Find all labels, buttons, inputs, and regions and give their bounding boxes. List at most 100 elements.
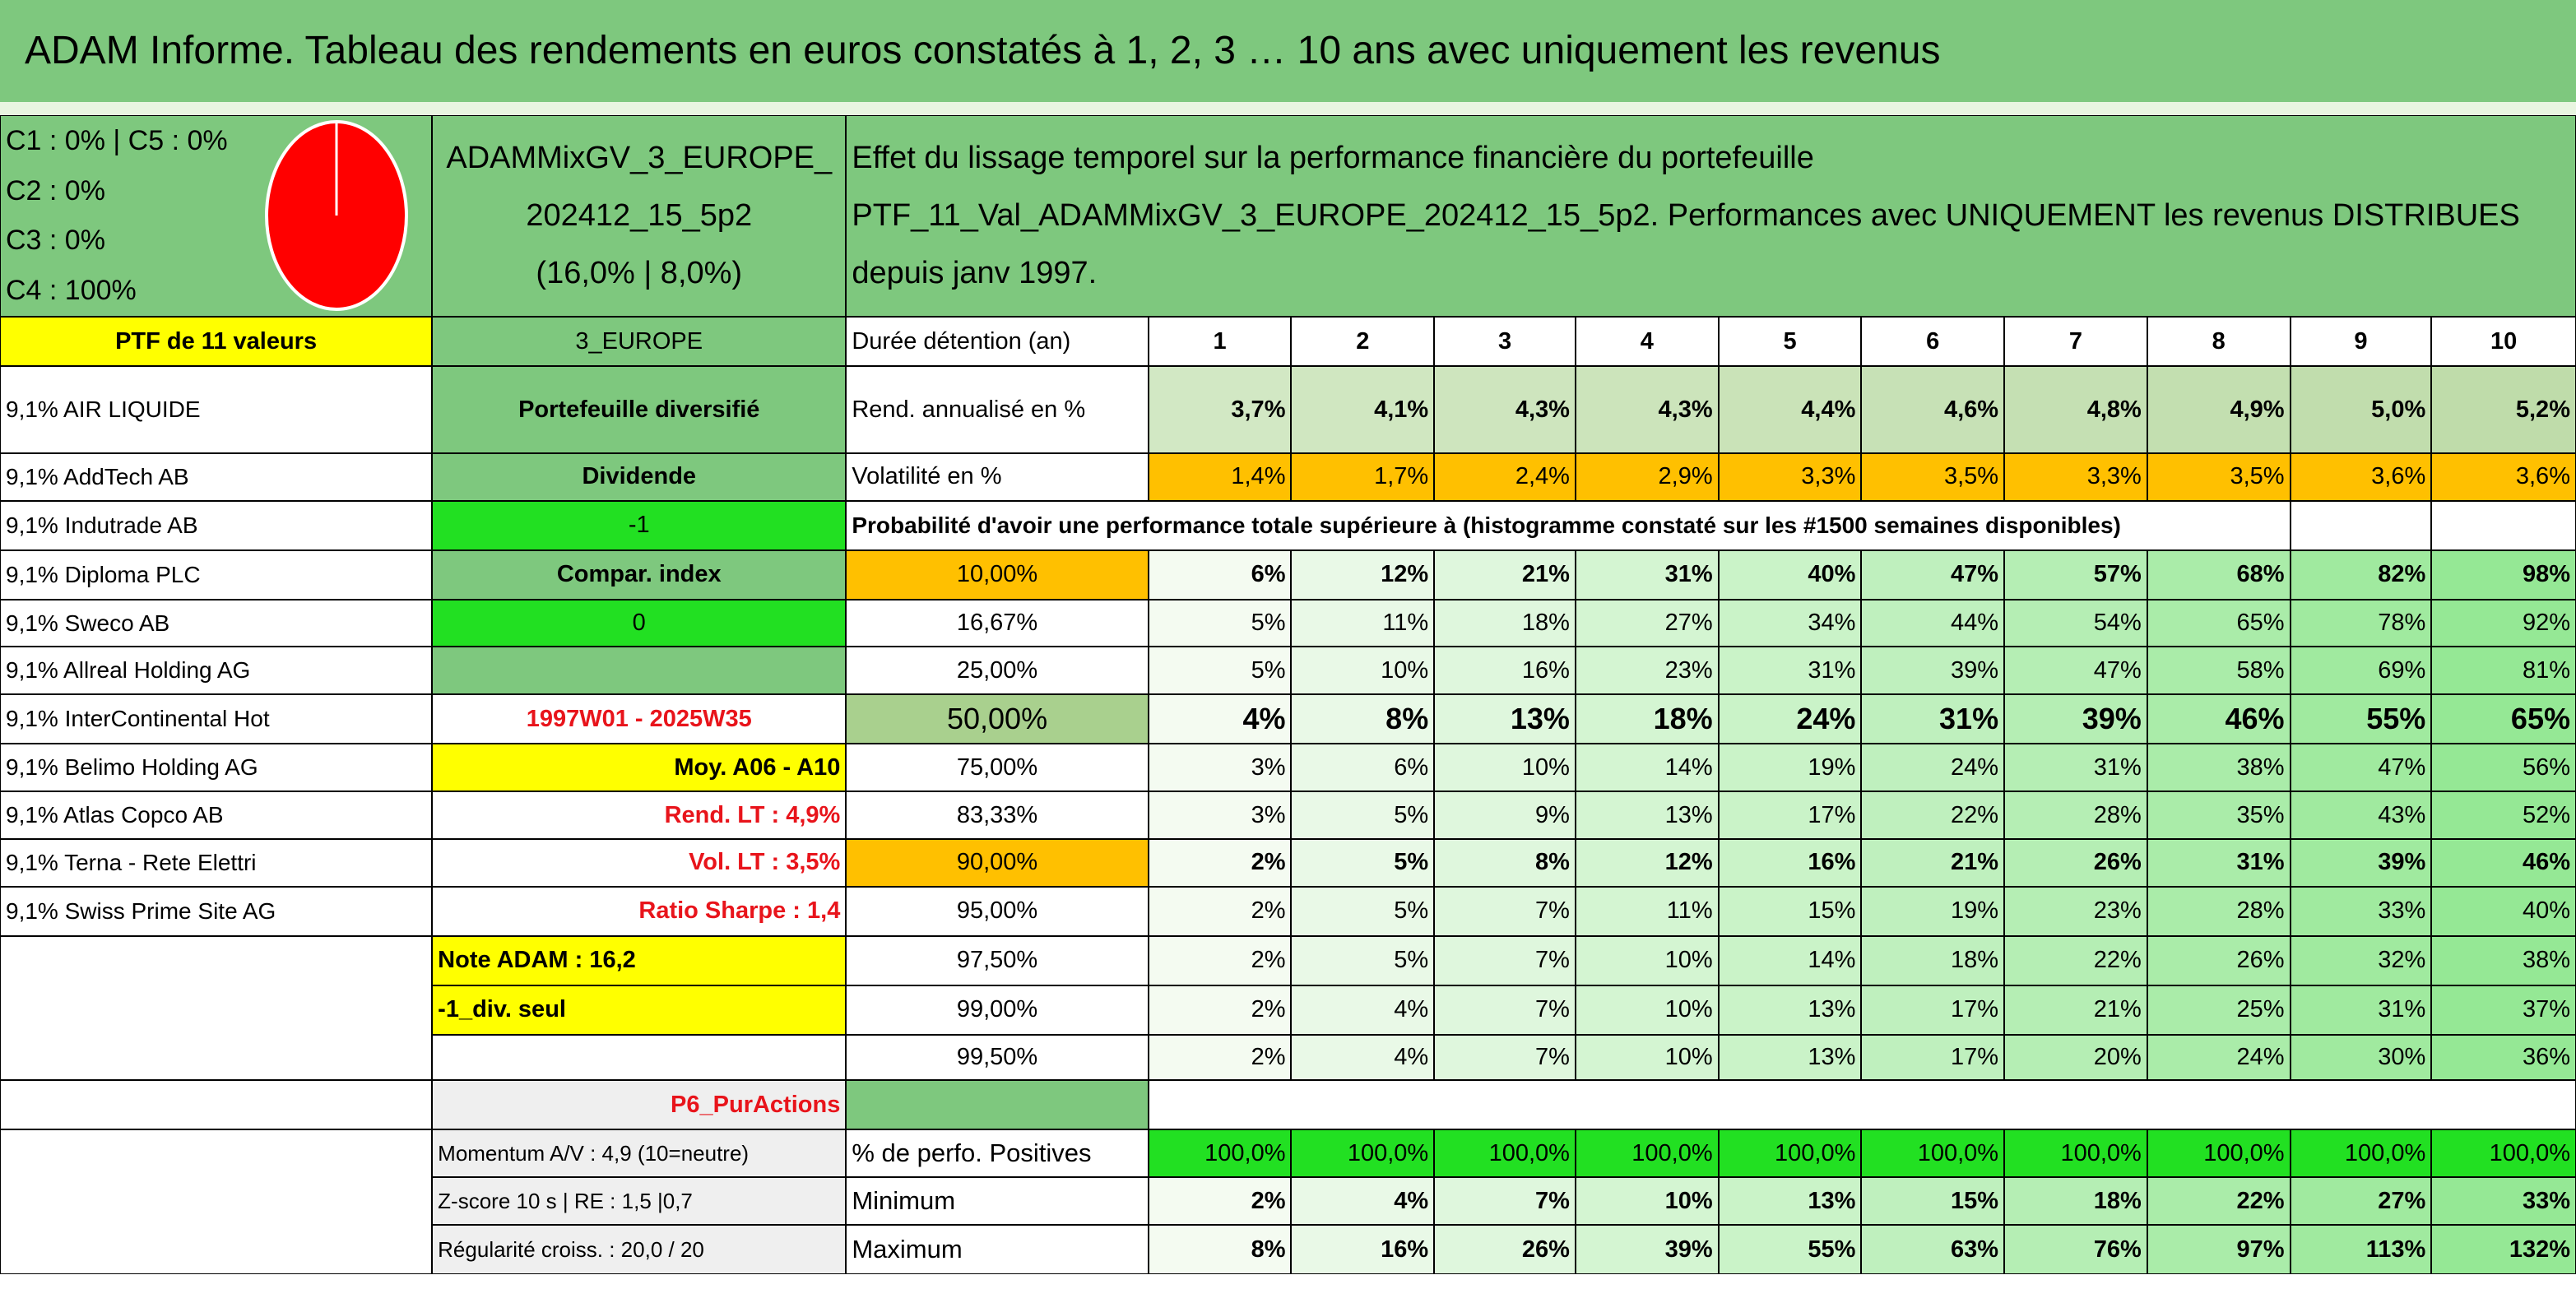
probability-value: 92% [2431, 599, 2576, 647]
probability-value: 5% [1291, 935, 1435, 985]
probability-value: 17% [1718, 791, 1862, 840]
probability-value: 65% [2431, 694, 2576, 744]
holding: 9,1% Terna - Rete Elettri [0, 839, 433, 887]
probability-value: 40% [1718, 549, 1862, 600]
holding: 9,1% Indutrade AB [0, 500, 433, 550]
probability-value: 47% [2004, 647, 2147, 695]
info-cell: Compar. index [432, 549, 847, 600]
year-header: 3 [1434, 317, 1576, 367]
holding: 9,1% Diploma PLC [0, 549, 433, 600]
maximum-value: 132% [2431, 1225, 2576, 1275]
probability-value: 98% [2431, 549, 2576, 600]
portfolio: ADAMMixGV_3_EUROPE_202412_15_5p2 (16,0% |… [432, 114, 847, 318]
minimum-value: 18% [2004, 1177, 2147, 1226]
maximum-value: 16% [1291, 1225, 1435, 1275]
positive-value: 100,0% [2004, 1129, 2147, 1178]
probability-value: 3% [1148, 744, 1292, 792]
portfolio-text: (16,0% | 8,0%) [536, 256, 743, 291]
probability-value: 22% [2004, 935, 2147, 985]
positive-value: 100,0% [1291, 1129, 1435, 1178]
probability-value: 31% [1575, 549, 1719, 600]
info-cell: -1_div. seul [432, 985, 847, 1035]
probability-value: 19% [1718, 744, 1862, 792]
probability-value: 12% [1291, 549, 1435, 600]
empty-cell [846, 1080, 1149, 1130]
empty-cell [0, 1129, 433, 1275]
probability-value: 11% [1291, 599, 1435, 647]
positive-value: 100,0% [2290, 1129, 2432, 1178]
minimum-value: 13% [1718, 1177, 1862, 1226]
info-cell [432, 647, 847, 695]
probability-value: 5% [1148, 599, 1292, 647]
holding: 9,1% AddTech AB [0, 452, 433, 501]
threshold: 83,33% [846, 791, 1149, 840]
row-label: % de perfo. Positives [846, 1129, 1149, 1178]
probability-value: 10% [1575, 1034, 1719, 1081]
info-cell: Moy. A06 - A10 [432, 744, 847, 792]
positive-value: 100,0% [1861, 1129, 2005, 1178]
year-header: 2 [1291, 317, 1435, 367]
probability-value: 23% [1575, 647, 1719, 695]
probability-value: 2% [1148, 985, 1292, 1035]
probability-value: 21% [1861, 839, 2005, 887]
empty-cell [0, 935, 433, 1081]
minimum-value: 10% [1575, 1177, 1719, 1226]
portfolio-text: ADAMMixGV_3_EUROPE_202412_15_5p2 [446, 141, 833, 234]
positive-value: 100,0% [2431, 1129, 2576, 1178]
probability-value: 18% [1575, 694, 1719, 744]
probability-value: 28% [2004, 791, 2147, 840]
threshold: 90,00% [846, 839, 1149, 887]
probability-value: 7% [1434, 935, 1576, 985]
year-header: 10 [2431, 317, 2576, 367]
volatility-value: 3,5% [2147, 452, 2291, 501]
threshold: 16,67% [846, 599, 1149, 647]
row-label: Rend. annualisé en % [846, 366, 1149, 453]
maximum-value: 76% [2004, 1225, 2147, 1275]
probability-value: 37% [2431, 985, 2576, 1035]
probability-value: 81% [2431, 647, 2576, 695]
minimum-value: 27% [2290, 1177, 2432, 1226]
probability-value: 47% [2290, 744, 2432, 792]
info-cell: Z-score 10 s | RE : 1,5 |0,7 [432, 1177, 847, 1226]
maximum-value: 63% [1861, 1225, 2005, 1275]
probability-value: 17% [1861, 1034, 2005, 1081]
probability-value: 7% [1434, 985, 1576, 1035]
threshold: 95,00% [846, 886, 1149, 936]
probability-value: 7% [1434, 1034, 1576, 1081]
probability-value: 8% [1434, 839, 1576, 887]
probability-value: 8% [1291, 694, 1435, 744]
volatility-value: 3,5% [1861, 452, 2005, 501]
empty-cell [1148, 1080, 2576, 1130]
probability-value: 40% [2431, 886, 2576, 936]
return-value: 4,4% [1718, 366, 1862, 453]
probability-value: 47% [1861, 549, 2005, 600]
probability-value: 2% [1148, 886, 1292, 936]
return-value: 4,1% [1291, 366, 1435, 453]
probability-value: 31% [2004, 744, 2147, 792]
info-cell: Ratio Sharpe : 1,4 [432, 886, 847, 936]
volatility-value: 3,6% [2290, 452, 2432, 501]
row-label: Minimum [846, 1177, 1149, 1226]
spacer [0, 101, 2576, 115]
return-value: 4,3% [1575, 366, 1719, 453]
threshold: 99,50% [846, 1034, 1149, 1081]
holding: 9,1% Sweco AB [0, 599, 433, 647]
probability-value: 26% [2147, 935, 2291, 985]
probability-value: 13% [1718, 1034, 1862, 1081]
probability-value: 13% [1575, 791, 1719, 840]
empty-cell [2431, 500, 2576, 550]
positive-value: 100,0% [1575, 1129, 1719, 1178]
probability-value: 24% [2147, 1034, 2291, 1081]
year-header: 8 [2147, 317, 2291, 367]
info-cell: Rend. LT : 4,9% [432, 791, 847, 840]
probability-value: 4% [1291, 1034, 1435, 1081]
probability-value: 31% [1718, 647, 1862, 695]
probability-value: 7% [1434, 886, 1576, 936]
probability-value: 10% [1575, 935, 1719, 985]
volatility-value: 3,6% [2431, 452, 2576, 501]
probability-value: 58% [2147, 647, 2291, 695]
probability-value: 25% [2147, 985, 2291, 1035]
probability-value: 17% [1861, 985, 2005, 1035]
positive-value: 100,0% [2147, 1129, 2291, 1178]
threshold: 50,00% [846, 694, 1149, 744]
